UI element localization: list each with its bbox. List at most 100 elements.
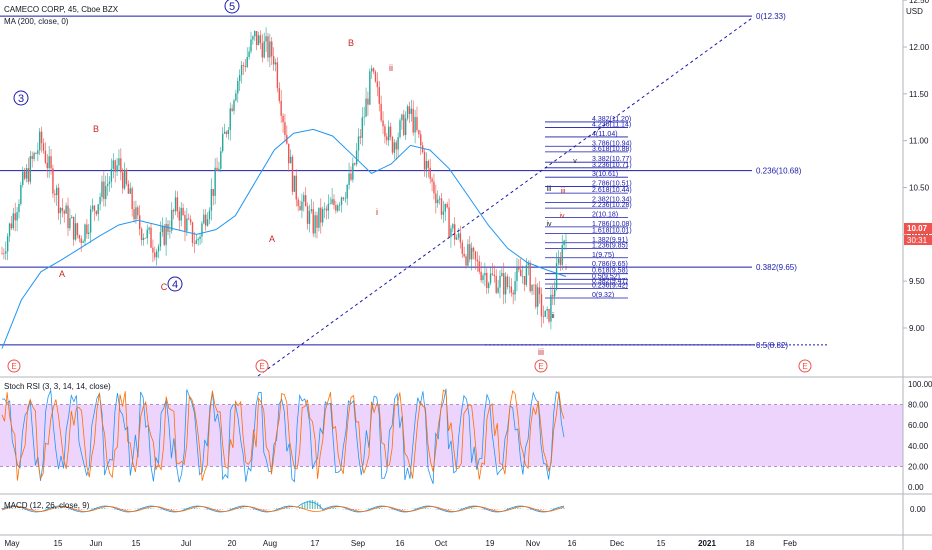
- candle-body: [6, 236, 9, 252]
- candle-body: [278, 88, 280, 101]
- macd-histogram-bar: [124, 509, 126, 511]
- wave-label: i: [376, 207, 378, 217]
- candle-body: [363, 116, 365, 118]
- candle-body: [516, 267, 518, 282]
- candle-body: [537, 287, 539, 307]
- candle-body: [31, 156, 33, 159]
- chart-title: CAMECO CORP, 45, Cboe BZX: [4, 5, 119, 14]
- candle-body: [352, 163, 354, 180]
- candle-body: [361, 117, 363, 138]
- candle-body: [114, 160, 116, 172]
- time-tick-label: 2021: [698, 539, 716, 548]
- candle-body: [197, 238, 199, 241]
- candle-body: [233, 100, 235, 111]
- macd-histogram-bar: [193, 507, 196, 509]
- candle-body: [312, 209, 314, 234]
- candle-body: [389, 126, 392, 138]
- fib-label: 2.236(10.28): [592, 202, 632, 209]
- time-tick-label: 16: [568, 539, 577, 548]
- time-axis[interactable]: May 15 Jun 15 Jul 20 Aug 17 Sep 16 Oct 19 Nov 16 Dec 15…: [4, 539, 797, 548]
- candle-body: [284, 122, 286, 136]
- macd-axis: 0.00: [910, 505, 926, 514]
- candle-body: [467, 244, 469, 266]
- wave-label: v: [573, 158, 577, 165]
- candle-body: [323, 208, 326, 210]
- macd-histogram-bar: [281, 507, 283, 509]
- price-axis[interactable]: 12.50 12.00 11.50 11.00 10.50 10.00 9.50 9.00: [903, 0, 930, 333]
- time-tick-label: 17: [311, 539, 320, 548]
- candle-body: [25, 168, 28, 179]
- macd-histogram-bar: [1, 508, 3, 509]
- candle-body: [29, 156, 31, 182]
- candle-body: [8, 223, 11, 237]
- candle-body: [231, 108, 233, 111]
- candle-body: [414, 117, 416, 133]
- candle-body: [101, 181, 103, 198]
- fib-label: 4.382(11.20): [592, 116, 631, 123]
- macd-histogram-bar: [240, 507, 242, 509]
- candle-body: [561, 245, 563, 265]
- candle-body: [208, 210, 211, 220]
- price-tick-label: 10.50: [909, 184, 930, 193]
- candle-body: [161, 226, 164, 233]
- fib-label: 2.786(10.51): [592, 181, 632, 188]
- macd-label[interactable]: MACD (12, 26, close, 9): [4, 501, 90, 510]
- candle-body: [12, 213, 15, 229]
- candle-body: [203, 214, 205, 224]
- candle-body: [269, 41, 271, 58]
- candle-body: [365, 98, 367, 117]
- candle-body: [140, 229, 143, 241]
- candle-body: [348, 173, 350, 185]
- wave-label: C: [161, 282, 168, 292]
- candle-body: [125, 169, 128, 184]
- candle-body: [435, 193, 437, 204]
- price-tick-label: 12.50: [909, 0, 930, 5]
- candle-body: [69, 218, 71, 229]
- candle-body: [40, 131, 43, 144]
- candle-body: [478, 261, 480, 272]
- candle-body: [531, 284, 533, 292]
- macd-histogram-bar: [335, 508, 337, 509]
- macd-histogram-bar: [332, 507, 334, 509]
- candle-body: [342, 197, 345, 200]
- candle-body: [476, 259, 479, 262]
- fib-label: 0.786(9.65): [592, 261, 628, 268]
- candle-body: [237, 80, 239, 94]
- candle-body: [171, 210, 173, 231]
- candle-body: [18, 203, 20, 213]
- candle-body: [454, 224, 456, 240]
- ma-indicator-label[interactable]: MA (200, close, 0): [4, 17, 69, 26]
- candle-body: [242, 65, 245, 66]
- macd-histogram-bar: [414, 508, 416, 509]
- candle-body: [223, 131, 226, 134]
- candle-body: [423, 151, 426, 170]
- level-label: 0.382(9.65): [756, 263, 797, 272]
- candle-body: [123, 169, 126, 189]
- macd-histogram-bar: [401, 509, 403, 511]
- candle-body: [521, 276, 524, 277]
- macd-histogram-bar: [345, 509, 347, 510]
- time-tick-label: Feb: [783, 539, 797, 548]
- earnings-marker: [534, 359, 548, 373]
- fib-label: 3.786(10.94): [592, 140, 632, 147]
- macd-histogram-bar: [229, 508, 231, 509]
- candle-body: [225, 131, 228, 135]
- wave-label: A: [59, 269, 65, 279]
- earnings-marker: [255, 359, 269, 373]
- level-label: 0.236(10.68): [756, 167, 802, 176]
- candle-body: [255, 31, 258, 46]
- candle-body: [548, 308, 550, 322]
- candle-body: [105, 185, 107, 200]
- wave-label: iv: [546, 221, 552, 228]
- macd-histogram-bar: [519, 508, 521, 509]
- candle-body: [159, 232, 162, 247]
- candle-body: [135, 207, 137, 220]
- candle-body: [35, 153, 37, 154]
- macd-histogram-bar: [170, 509, 172, 511]
- macd-histogram-bar: [24, 509, 26, 510]
- candle-body: [288, 143, 290, 164]
- macd-histogram-bar: [376, 507, 378, 509]
- stoch-label[interactable]: Stoch RSI (3, 3, 14, 14, close): [4, 382, 111, 391]
